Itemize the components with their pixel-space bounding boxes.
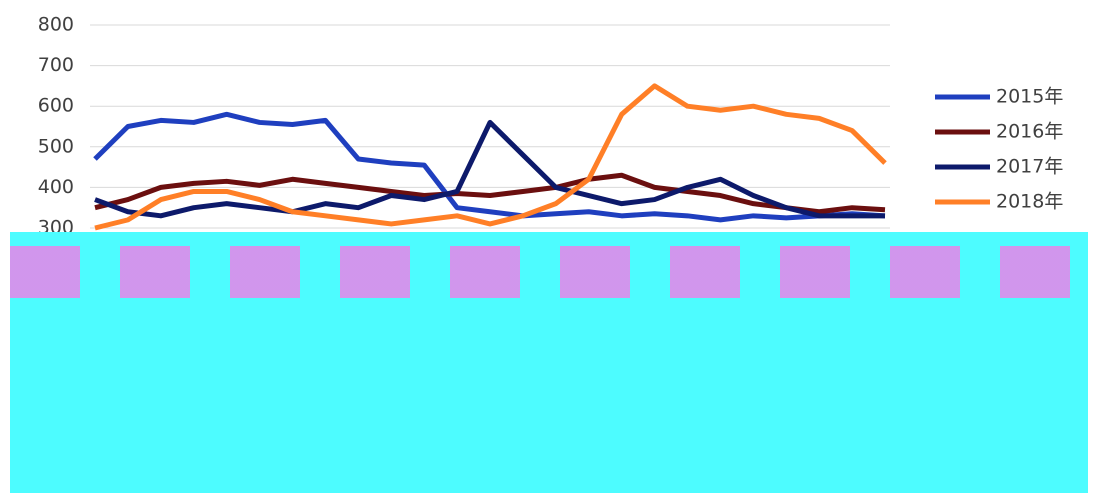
legend-label: 2017年 bbox=[996, 156, 1063, 178]
series-line bbox=[94, 119, 885, 219]
y-tick-label: 500 bbox=[38, 135, 74, 157]
y-tick-label: 800 bbox=[38, 14, 74, 36]
y-tick-label: 300 bbox=[38, 217, 74, 233]
y-tick-label: 400 bbox=[38, 176, 74, 198]
y-tick-label: 600 bbox=[38, 95, 74, 117]
y-tick-label: 700 bbox=[38, 54, 74, 76]
series-line bbox=[94, 83, 887, 231]
series-line bbox=[93, 111, 886, 223]
chart: 300 400 500 600 700 800 2015年 2016年 2017年 2018年 bbox=[38, 14, 1064, 233]
series-line bbox=[94, 172, 886, 215]
legend-label: 2015年 bbox=[996, 86, 1063, 108]
background-strip bbox=[10, 246, 1088, 298]
legend-label: 2018年 bbox=[996, 191, 1063, 213]
legend-label: 2016年 bbox=[996, 121, 1063, 143]
